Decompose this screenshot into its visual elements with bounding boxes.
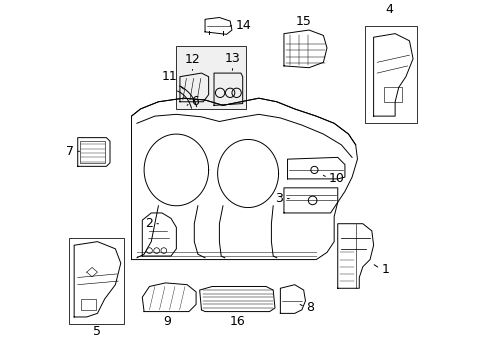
Text: 14: 14 — [235, 19, 251, 32]
Text: 8: 8 — [305, 301, 314, 315]
Text: 4: 4 — [385, 4, 393, 17]
Text: 6: 6 — [191, 95, 199, 108]
Text: 16: 16 — [230, 315, 245, 328]
Text: 13: 13 — [224, 52, 241, 65]
Text: 12: 12 — [184, 53, 200, 66]
Text: 11: 11 — [162, 70, 178, 83]
Text: 2: 2 — [144, 217, 152, 230]
Bar — [384, 87, 402, 102]
Bar — [69, 238, 124, 324]
Text: 1: 1 — [381, 263, 388, 276]
Text: 15: 15 — [295, 15, 311, 28]
Text: 3: 3 — [275, 192, 283, 205]
Text: 9: 9 — [163, 315, 171, 328]
Bar — [80, 141, 105, 163]
Bar — [81, 299, 96, 310]
Bar — [364, 27, 416, 123]
Text: 10: 10 — [328, 172, 345, 185]
Text: 7: 7 — [66, 145, 74, 158]
Text: 5: 5 — [93, 325, 101, 338]
Bar — [176, 46, 246, 109]
